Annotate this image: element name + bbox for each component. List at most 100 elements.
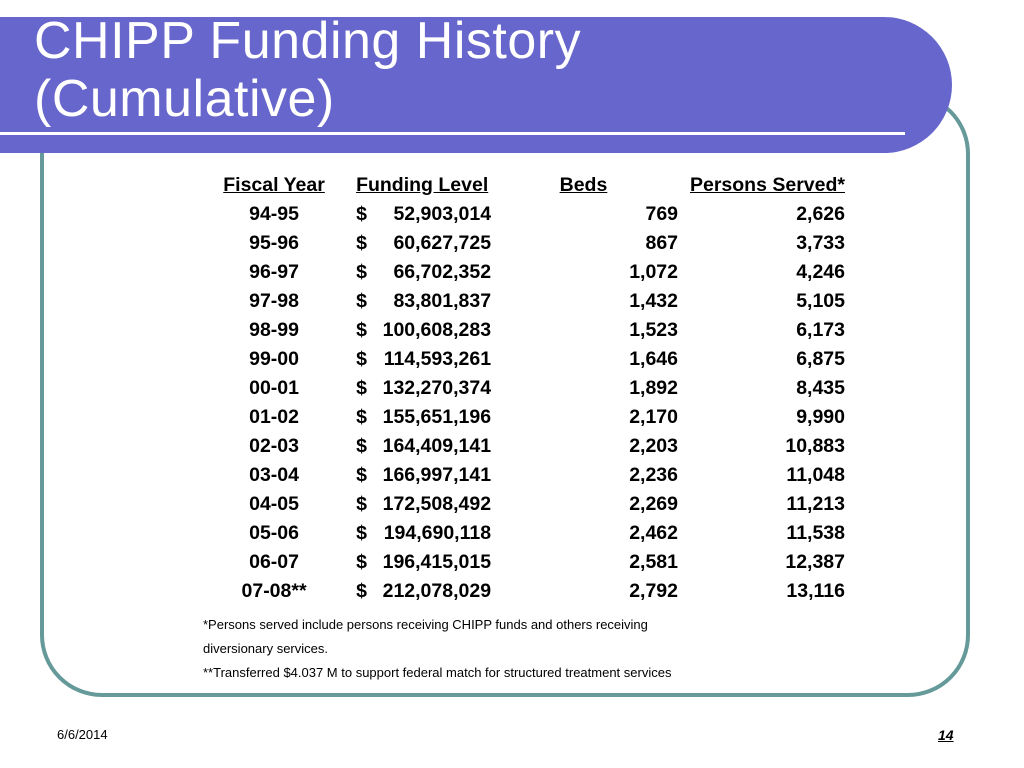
footnote-persons-served: *Persons served include persons receivin…	[203, 617, 648, 632]
funding-amount: 164,409,141	[382, 435, 492, 457]
footer-date: 6/6/2014	[57, 727, 108, 742]
cell-beds: 867	[645, 232, 679, 254]
currency-symbol: $	[356, 406, 367, 428]
currency-symbol: $	[356, 464, 367, 486]
cell-fiscal-year: 06-07	[249, 551, 299, 573]
cell-funding-level: $100,608,283	[348, 316, 519, 345]
cell-persons-served: 11,048	[786, 464, 845, 486]
currency-symbol: $	[356, 522, 367, 544]
table-row: 01-02 $155,651,196 2,170 9,990	[200, 403, 850, 432]
cell-beds: 2,462	[629, 522, 679, 544]
funding-amount: 66,702,352	[393, 261, 492, 283]
cell-persons-served: 6,173	[796, 319, 845, 341]
cell-funding-level: $196,415,015	[348, 548, 519, 577]
funding-amount: 114,593,261	[383, 348, 492, 370]
funding-amount: 132,270,374	[382, 377, 492, 399]
cell-fiscal-year: 03-04	[249, 464, 299, 486]
cell-funding-level: $172,508,492	[348, 490, 519, 519]
cell-fiscal-year: 94-95	[249, 203, 299, 225]
cell-beds: 2,581	[629, 551, 679, 573]
cell-persons-served: 6,875	[796, 348, 845, 370]
table-row: 03-04 $166,997,141 2,236 11,048	[200, 461, 850, 490]
cell-fiscal-year: 00-01	[249, 377, 299, 399]
table-row: 96-97 $66,702,352 1,072 4,246	[200, 258, 850, 287]
funding-amount: 52,903,014	[393, 203, 492, 225]
table-body: 94-95 $52,903,014 769 2,626 95-96 $60,627,725…	[200, 200, 850, 606]
cell-persons-served: 13,116	[786, 580, 845, 602]
funding-history-table: Fiscal Year Funding Level Beds Persons S…	[200, 171, 850, 606]
cell-fiscal-year: 05-06	[249, 522, 299, 544]
table-row: 02-03 $164,409,141 2,203 10,883	[200, 432, 850, 461]
cell-beds: 1,892	[629, 377, 679, 399]
title-band	[0, 17, 952, 153]
cell-persons-served: 12,387	[785, 551, 845, 573]
currency-symbol: $	[356, 319, 367, 341]
title-underline	[0, 132, 905, 135]
cell-persons-served: 5,105	[796, 290, 845, 312]
header-funding-level: Funding Level	[356, 174, 489, 196]
currency-symbol: $	[356, 493, 367, 515]
cell-persons-served: 9,990	[796, 406, 845, 428]
cell-persons-served: 11,213	[786, 493, 845, 515]
funding-amount: 60,627,725	[393, 232, 492, 254]
table-header-row: Fiscal Year Funding Level Beds Persons S…	[200, 171, 850, 200]
cell-beds: 2,170	[629, 406, 679, 428]
cell-persons-served: 4,246	[796, 261, 845, 283]
funding-amount: 155,651,196	[382, 406, 492, 428]
table-row: 07-08** $212,078,029 2,792 13,116	[200, 577, 850, 606]
header-persons-served: Persons Served*	[689, 174, 845, 196]
cell-beds: 2,269	[629, 493, 679, 515]
slide-number: 14	[938, 727, 954, 743]
cell-fiscal-year: 96-97	[249, 261, 299, 283]
header-beds: Beds	[559, 174, 608, 196]
table-row: 94-95 $52,903,014 769 2,626	[200, 200, 850, 229]
cell-fiscal-year: 95-96	[249, 232, 299, 254]
cell-funding-level: $132,270,374	[348, 374, 519, 403]
cell-funding-level: $166,997,141	[348, 461, 519, 490]
currency-symbol: $	[356, 290, 367, 312]
cell-persons-served: 10,883	[785, 435, 845, 457]
cell-fiscal-year: 02-03	[249, 435, 299, 457]
cell-persons-served: 2,626	[796, 203, 845, 225]
cell-beds: 1,646	[629, 348, 679, 370]
table-row: 04-05 $172,508,492 2,269 11,213	[200, 490, 850, 519]
currency-symbol: $	[356, 377, 367, 399]
cell-persons-served: 8,435	[796, 377, 845, 399]
slide-title: CHIPP Funding History (Cumulative)	[34, 12, 581, 128]
footnotes: *Persons served include persons receivin…	[203, 613, 671, 685]
header-fiscal-year: Fiscal Year	[223, 174, 325, 196]
cell-funding-level: $155,651,196	[348, 403, 519, 432]
cell-funding-level: $52,903,014	[348, 200, 519, 229]
funding-amount: 100,608,283	[382, 319, 492, 341]
cell-funding-level: $114,593,261	[348, 345, 519, 374]
cell-beds: 769	[645, 203, 679, 225]
cell-beds: 1,072	[629, 261, 679, 283]
currency-symbol: $	[356, 203, 367, 225]
table-row: 95-96 $60,627,725 867 3,733	[200, 229, 850, 258]
cell-funding-level: $83,801,837	[348, 287, 519, 316]
cell-funding-level: $60,627,725	[348, 229, 519, 258]
slide-title-line-2: (Cumulative)	[34, 70, 335, 128]
table-row: 97-98 $83,801,837 1,432 5,105	[200, 287, 850, 316]
currency-symbol: $	[356, 348, 367, 370]
cell-persons-served: 11,538	[786, 522, 845, 544]
cell-beds: 2,792	[629, 580, 679, 602]
table-row: 05-06 $194,690,118 2,462 11,538	[200, 519, 850, 548]
cell-fiscal-year: 97-98	[249, 290, 299, 312]
currency-symbol: $	[356, 580, 367, 602]
table-row: 06-07 $196,415,015 2,581 12,387	[200, 548, 850, 577]
table-row: 98-99 $100,608,283 1,523 6,173	[200, 316, 850, 345]
currency-symbol: $	[356, 551, 367, 573]
cell-funding-level: $194,690,118	[348, 519, 519, 548]
currency-symbol: $	[356, 435, 367, 457]
cell-funding-level: $66,702,352	[348, 258, 519, 287]
cell-beds: 1,523	[629, 319, 679, 341]
funding-amount: 166,997,141	[382, 464, 492, 486]
cell-fiscal-year: 04-05	[249, 493, 299, 515]
funding-amount: 172,508,492	[382, 493, 492, 515]
cell-fiscal-year: 07-08**	[241, 580, 307, 602]
cell-beds: 2,236	[629, 464, 679, 486]
funding-amount: 194,690,118	[383, 522, 492, 544]
funding-amount: 83,801,837	[393, 290, 492, 312]
table-row: 99-00 $114,593,261 1,646 6,875	[200, 345, 850, 374]
